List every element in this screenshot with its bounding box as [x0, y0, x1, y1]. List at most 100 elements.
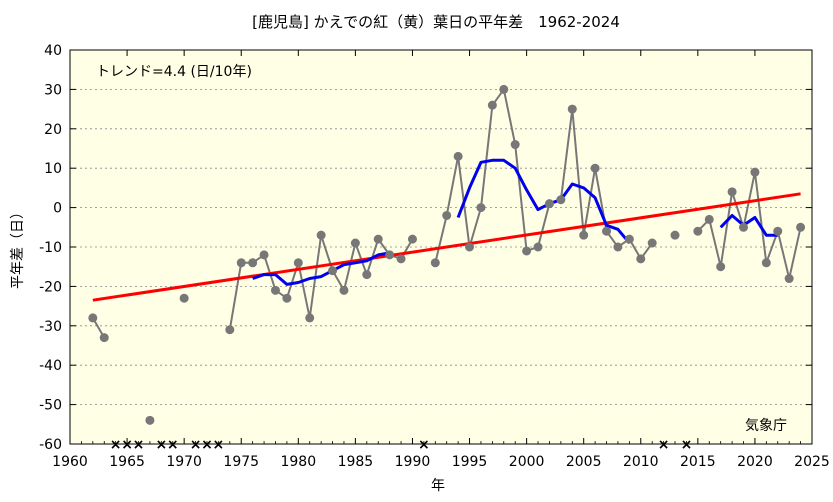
x-tick-label: 1995: [452, 454, 488, 470]
observed-point: [259, 250, 269, 260]
x-tick-label: 1985: [338, 454, 374, 470]
observed-point: [453, 151, 463, 161]
y-tick-label: 0: [53, 201, 62, 217]
observed-point: [693, 226, 703, 236]
observed-line: [697, 171, 802, 279]
observed-point: [750, 167, 760, 177]
missing-year-marker: ×: [658, 437, 670, 453]
missing-year-marker: ×: [418, 437, 430, 453]
observed-point: [442, 210, 452, 220]
missing-year-marker: ×: [155, 437, 167, 453]
observed-point: [773, 226, 783, 236]
observed-point: [476, 203, 486, 213]
x-axis-label: 年: [431, 478, 445, 494]
observed-point: [624, 234, 634, 244]
missing-year-marker: ×: [133, 437, 145, 453]
observed-point: [727, 187, 737, 197]
x-tick-label: 1970: [166, 454, 202, 470]
observed-point: [99, 333, 109, 343]
observed-point: [236, 258, 246, 268]
missing-year-marker: ×: [110, 437, 122, 453]
x-tick-label: 2000: [509, 454, 545, 470]
observed-point: [179, 293, 189, 303]
observed-point: [739, 222, 749, 232]
x-tick-label: 2020: [737, 454, 773, 470]
observed-point: [579, 230, 589, 240]
trend-line: [92, 192, 801, 302]
x-tick-label: 2005: [566, 454, 602, 470]
missing-year-marker: ×: [121, 437, 133, 453]
observed-point: [225, 325, 235, 335]
observed-point: [670, 230, 680, 240]
observed-point: [590, 163, 600, 173]
missing-year-marker: ×: [190, 437, 202, 453]
observed-point: [544, 199, 554, 209]
x-tick-label: 1980: [280, 454, 316, 470]
observed-point: [373, 234, 383, 244]
y-tick-label: 30: [44, 82, 62, 98]
y-tick-label: 40: [44, 43, 62, 59]
y-tick-label: -30: [39, 319, 62, 335]
x-tick-label: 1975: [223, 454, 259, 470]
observed-point: [350, 238, 360, 248]
observed-point: [556, 195, 566, 205]
missing-year-marker: ×: [681, 437, 693, 453]
observed-point: [270, 285, 280, 295]
observed-point: [510, 140, 520, 150]
observed-point: [704, 214, 714, 224]
y-axis-label: 平年差（日）: [10, 205, 26, 289]
missing-year-marker: ×: [213, 437, 225, 453]
x-tick-label: 1960: [52, 454, 88, 470]
running-mean-line: [252, 251, 390, 286]
observed-point: [487, 100, 497, 110]
observed-point: [784, 274, 794, 284]
observed-point: [716, 262, 726, 272]
observed-point: [761, 258, 771, 268]
observed-point: [145, 415, 155, 425]
chart-title: [鹿児島] かえでの紅（黄）葉日の平年差 1962-2024: [252, 13, 620, 31]
observed-point: [647, 238, 657, 248]
y-tick-label: 20: [44, 122, 62, 138]
observed-point: [362, 270, 372, 280]
y-tick-label: -60: [39, 437, 62, 453]
observed-point: [533, 242, 543, 252]
running-mean-line: [456, 158, 631, 245]
observed-point: [293, 258, 303, 268]
trend-label: トレンド=4.4 (日/10年): [96, 64, 252, 80]
observed-point: [248, 258, 258, 268]
observed-point: [796, 222, 806, 232]
y-tick-label: -50: [39, 398, 62, 414]
x-tick-label: 1965: [109, 454, 145, 470]
running-mean-line: [719, 214, 778, 237]
observed-point: [522, 246, 532, 256]
observed-point: [465, 242, 475, 252]
observed-point: [636, 254, 646, 264]
observed-point: [305, 313, 315, 323]
observed-point: [88, 313, 98, 323]
observed-point: [385, 250, 395, 260]
x-tick-label: 1990: [395, 454, 431, 470]
x-tick-label: 2015: [680, 454, 716, 470]
missing-year-marker: ×: [167, 437, 179, 453]
observed-point: [282, 293, 292, 303]
observed-point: [339, 285, 349, 295]
observed-point: [499, 84, 509, 94]
y-tick-label: -10: [39, 240, 62, 256]
observed-point: [328, 266, 338, 276]
observed-point: [430, 258, 440, 268]
x-tick-label: 2010: [623, 454, 659, 470]
observed-point: [316, 230, 326, 240]
observed-point: [396, 254, 406, 264]
source-label: 気象庁: [745, 418, 787, 434]
observed-point: [613, 242, 623, 252]
y-tick-label: -20: [39, 279, 62, 295]
observed-point: [602, 226, 612, 236]
x-tick-label: 2025: [794, 454, 830, 470]
observed-point: [407, 234, 417, 244]
y-tick-label: 10: [44, 161, 62, 177]
y-tick-label: -40: [39, 358, 62, 374]
missing-year-marker: ×: [201, 437, 213, 453]
observed-point: [567, 104, 577, 114]
